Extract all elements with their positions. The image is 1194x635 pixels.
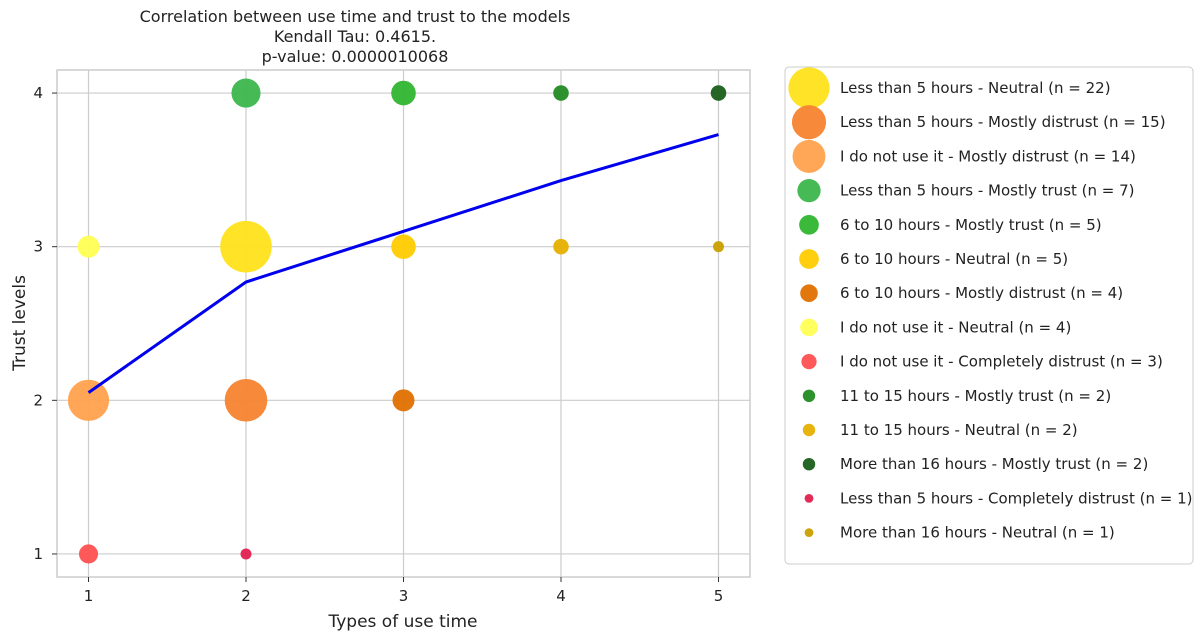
legend-item: Less than 5 hours - Mostly distrust (n =… [791, 105, 1166, 140]
y-axis-label: Trust levels [10, 275, 30, 372]
legend-item: 6 to 10 hours - Mostly distrust (n = 4) [800, 284, 1123, 302]
x-tick-label-1: 1 [84, 587, 94, 605]
legend-items: Less than 5 hours - Neutral (n = 22) Less… [788, 67, 1193, 542]
legend-label: I do not use it - Completely distrust (n… [840, 353, 1163, 371]
y-axis-ticks: 1 2 3 4 [33, 84, 57, 563]
legend-item: Less than 5 hours - Completely distrust … [804, 489, 1193, 507]
chart-title-line-1: Correlation between use time and trust t… [140, 7, 571, 26]
legend-marker [802, 423, 816, 437]
x-tick-label-4: 4 [556, 587, 566, 605]
x-tick-label-3: 3 [399, 587, 409, 605]
bubble-1-3 [77, 235, 100, 258]
legend-label: 11 to 15 hours - Neutral (n = 2) [840, 421, 1078, 439]
y-tick-label-1: 1 [33, 545, 43, 563]
bubble-2-1 [240, 548, 252, 560]
legend-label: 6 to 10 hours - Neutral (n = 5) [840, 250, 1068, 268]
y-tick-label-3: 3 [33, 238, 43, 256]
x-axis-ticks: 1 2 3 4 5 [84, 577, 724, 605]
legend-item: I do not use it - Neutral (n = 4) [800, 318, 1071, 336]
legend-marker [804, 528, 814, 537]
bubble-4-3 [553, 238, 569, 255]
bubble-4-4 [553, 85, 569, 101]
chart-title-line-3: p-value: 0.0000010068 [262, 47, 449, 66]
bubble-3-3 [391, 234, 416, 259]
legend-label: I do not use it - Mostly distrust (n = 1… [840, 147, 1136, 165]
legend-marker [800, 318, 818, 337]
legend-marker [800, 284, 818, 303]
legend-item: More than 16 hours - Mostly trust (n = 2… [802, 455, 1148, 473]
legend-label: I do not use it - Neutral (n = 4) [840, 318, 1071, 336]
legend-marker [788, 67, 830, 109]
x-axis-label: Types of use time [328, 612, 478, 632]
legend-label: 6 to 10 hours - Mostly trust (n = 5) [840, 216, 1102, 234]
legend: Less than 5 hours - Neutral (n = 22) Less… [784, 66, 1194, 565]
bubbles [67, 78, 727, 564]
legend-marker [797, 178, 821, 203]
legend-frame [784, 66, 1194, 565]
legend-marker [804, 494, 814, 503]
bubble-1-2 [67, 379, 110, 421]
legend-label: 6 to 10 hours - Mostly distrust (n = 4) [840, 284, 1123, 302]
legend-marker [799, 214, 819, 235]
bubble-3-2 [392, 389, 415, 412]
bubble-3-4 [391, 80, 416, 106]
legend-label: Less than 5 hours - Mostly trust (n = 7) [840, 182, 1135, 200]
legend-item: I do not use it - Completely distrust (n… [801, 353, 1163, 371]
legend-item: 6 to 10 hours - Mostly trust (n = 5) [799, 214, 1102, 235]
legend-marker [802, 457, 816, 471]
legend-item: 11 to 15 hours - Neutral (n = 2) [802, 421, 1078, 439]
y-tick-label-4: 4 [33, 84, 43, 102]
legend-label: Less than 5 hours - Mostly distrust (n =… [840, 113, 1166, 131]
bubble-2-3 [220, 220, 272, 273]
bubble-5-3 [713, 241, 724, 253]
chart-title: Correlation between use time and trust t… [140, 7, 571, 66]
trend-line [87, 133, 719, 394]
bubble-2-4 [231, 78, 261, 108]
x-tick-label-2: 2 [241, 587, 251, 605]
legend-item: I do not use it - Mostly distrust (n = 1… [792, 139, 1136, 173]
legend-label: More than 16 hours - Mostly trust (n = 2… [840, 455, 1148, 473]
legend-marker [791, 105, 827, 140]
plot-area [56, 69, 751, 578]
legend-item: More than 16 hours - Neutral (n = 1) [804, 524, 1115, 542]
legend-item: Less than 5 hours - Mostly trust (n = 7) [797, 178, 1135, 203]
legend-item: 6 to 10 hours - Neutral (n = 5) [799, 249, 1068, 269]
legend-item: Less than 5 hours - Neutral (n = 22) [788, 67, 1111, 109]
legend-item: 11 to 15 hours - Mostly trust (n = 2) [802, 387, 1111, 405]
legend-marker [802, 389, 816, 403]
chart-title-line-2: Kendall Tau: 0.4615. [274, 27, 436, 46]
bubble-2-2 [224, 379, 268, 422]
y-tick-label-2: 2 [33, 391, 43, 409]
legend-label: Less than 5 hours - Completely distrust … [840, 489, 1193, 507]
bubble-1-1 [78, 544, 99, 564]
legend-marker [792, 139, 826, 173]
legend-marker [801, 353, 817, 370]
bubble-5-4 [710, 85, 727, 101]
x-tick-label-5: 5 [714, 587, 724, 605]
legend-label: Less than 5 hours - Neutral (n = 22) [840, 79, 1111, 97]
legend-label: More than 16 hours - Neutral (n = 1) [840, 524, 1115, 542]
legend-label: 11 to 15 hours - Mostly trust (n = 2) [840, 387, 1111, 405]
legend-marker [799, 249, 819, 269]
